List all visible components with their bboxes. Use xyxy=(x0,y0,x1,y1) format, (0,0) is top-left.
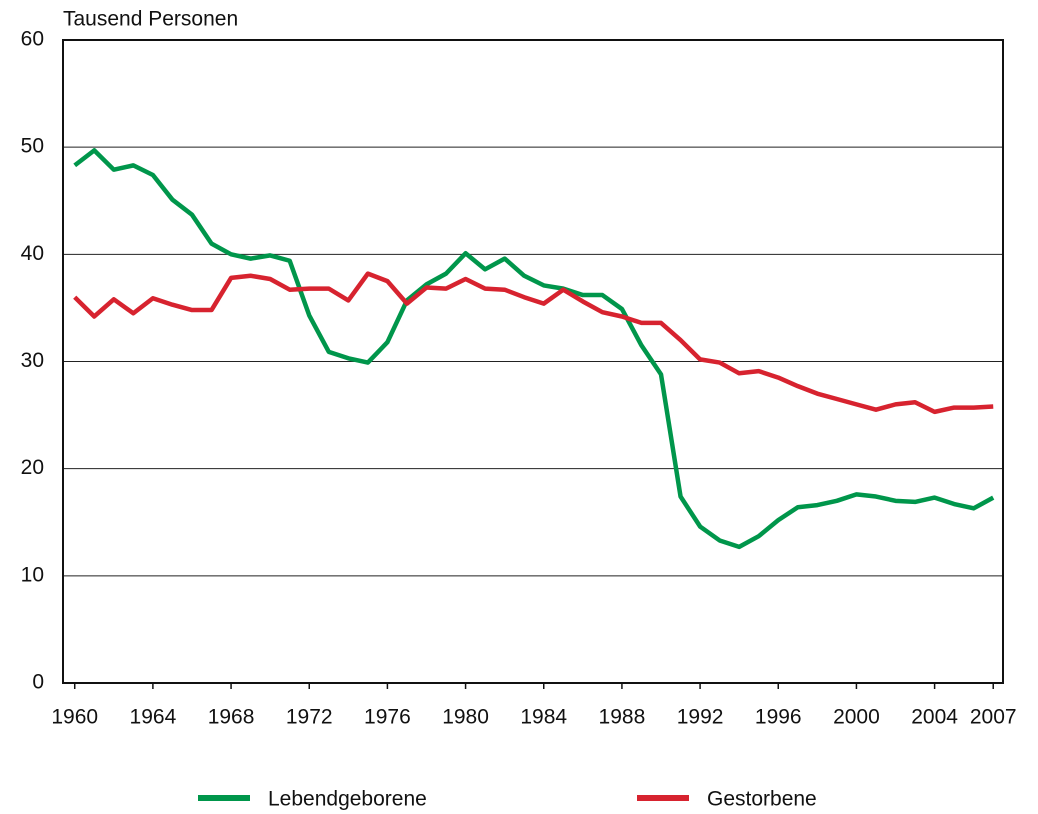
x-tick-label: 2004 xyxy=(911,706,958,729)
data-line xyxy=(73,271,994,415)
x-tick-label: 1968 xyxy=(208,706,255,729)
y-tick-label: 10 xyxy=(21,563,44,586)
legend-label: Lebendgeborene xyxy=(268,788,427,811)
legend-label: Gestorbene xyxy=(707,788,817,811)
x-tick-label: 1960 xyxy=(51,706,98,729)
x-tick-label: 2007 xyxy=(970,706,1017,729)
x-tick-label: 1964 xyxy=(130,706,177,729)
x-tick-label: 1984 xyxy=(520,706,567,729)
x-tick-label: 2000 xyxy=(833,706,880,729)
x-tick-label: 1988 xyxy=(599,706,646,729)
y-tick-label: 60 xyxy=(21,28,44,51)
y-tick-label: 20 xyxy=(21,456,44,479)
x-tick-label: 1992 xyxy=(677,706,724,729)
x-tick-label: 1976 xyxy=(364,706,411,729)
x-tick-label: 1996 xyxy=(755,706,802,729)
y-tick-label: 50 xyxy=(21,135,44,158)
x-tick-label: 1972 xyxy=(286,706,333,729)
y-axis-label: Tausend Personen xyxy=(63,8,238,31)
x-tick-label: 1980 xyxy=(442,706,489,729)
y-tick-label: 40 xyxy=(21,242,44,265)
data-line xyxy=(73,148,995,550)
y-tick-label: 0 xyxy=(32,671,44,694)
plot-frame xyxy=(62,39,1004,684)
y-tick-label: 30 xyxy=(21,349,44,372)
